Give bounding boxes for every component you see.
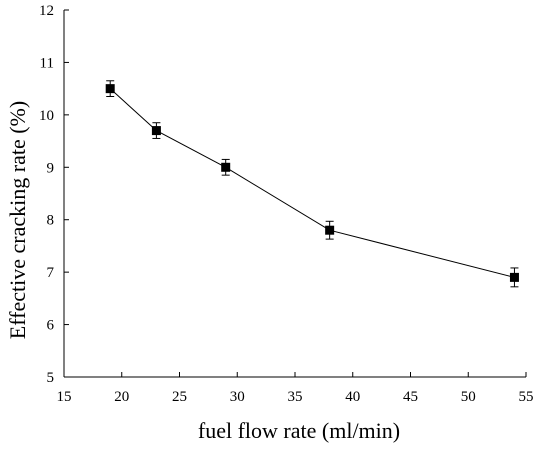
data-point (105, 84, 115, 94)
data-point (151, 126, 161, 136)
plot-area: 5 6 7 8 9 10 11 12 15 20 25 30 35 40 45 50 55 (39, 3, 534, 405)
y-tick-label: 8 (47, 213, 55, 229)
y-tick-label: 10 (39, 108, 54, 124)
x-tick-label: 45 (403, 389, 418, 405)
series-line (109, 88, 515, 278)
y-tick-label: 5 (47, 370, 55, 386)
x-tick-label: 30 (230, 389, 245, 405)
y-axis-title: Effective cracking rate (%) (5, 101, 30, 339)
y-tick-label: 7 (47, 265, 55, 281)
x-tick-label: 50 (461, 389, 476, 405)
x-tick-label: 25 (172, 389, 187, 405)
x-tick-label: 35 (288, 389, 303, 405)
data-point (221, 162, 231, 172)
data-point (325, 225, 335, 235)
y-tick-label: 6 (47, 318, 55, 334)
y-tick-label: 11 (40, 55, 54, 71)
y-tick-label: 9 (47, 160, 55, 176)
x-tick-label: 55 (519, 389, 534, 405)
x-tick-label: 20 (114, 389, 129, 405)
y-tick-label: 12 (39, 3, 54, 19)
data-point (509, 272, 519, 282)
x-tick-label: 15 (57, 389, 72, 405)
x-axis-title: fuel flow rate (ml/min) (198, 418, 400, 443)
x-tick-label: 40 (345, 389, 360, 405)
